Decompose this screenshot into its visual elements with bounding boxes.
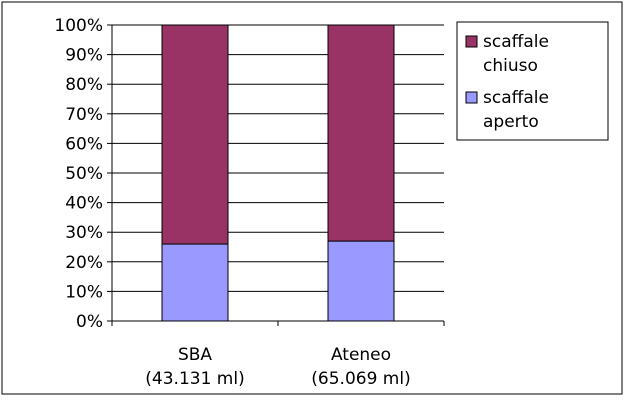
legend: scaffale chiuso scaffale aperto xyxy=(456,21,609,141)
y-tick-label: 70% xyxy=(65,105,103,125)
y-tick-label: 10% xyxy=(65,282,103,302)
y-tick-label: 80% xyxy=(65,75,103,95)
legend-box xyxy=(456,21,609,141)
x-tick-label: (43.131 ml) xyxy=(145,369,244,389)
legend-swatch-scaffale-aperto xyxy=(465,91,478,104)
x-tick-label: Ateneo xyxy=(331,345,391,365)
legend-swatch-scaffale-chiuso xyxy=(465,35,478,48)
y-tick-label: 100% xyxy=(54,16,103,36)
bar-segment-scaffale-chiuso xyxy=(327,24,395,242)
legend-label: scaffale xyxy=(483,32,549,52)
y-tick-label: 50% xyxy=(65,164,103,184)
plot-area: 0% 10% 20% 30% 40% 50% 60% 70% 80% 90% 100% SBA (43.… xyxy=(54,16,445,389)
bar-segment-scaffale-aperto xyxy=(161,243,229,322)
bar-segment-scaffale-aperto xyxy=(327,240,395,322)
x-tick-label: (65.069 ml) xyxy=(311,369,410,389)
bar-segment-scaffale-chiuso xyxy=(161,24,229,245)
y-tick-label: 0% xyxy=(76,312,103,332)
y-tick-label: 60% xyxy=(65,134,103,154)
y-tick-label: 40% xyxy=(65,194,103,214)
y-tick-label: 30% xyxy=(65,223,103,243)
legend-label: scaffale xyxy=(483,88,549,108)
x-tick-label: SBA xyxy=(178,345,212,365)
y-tick-label: 20% xyxy=(65,253,103,273)
y-tick-label: 90% xyxy=(65,46,103,66)
legend-label: aperto xyxy=(483,112,539,132)
legend-label: chiuso xyxy=(483,56,538,76)
